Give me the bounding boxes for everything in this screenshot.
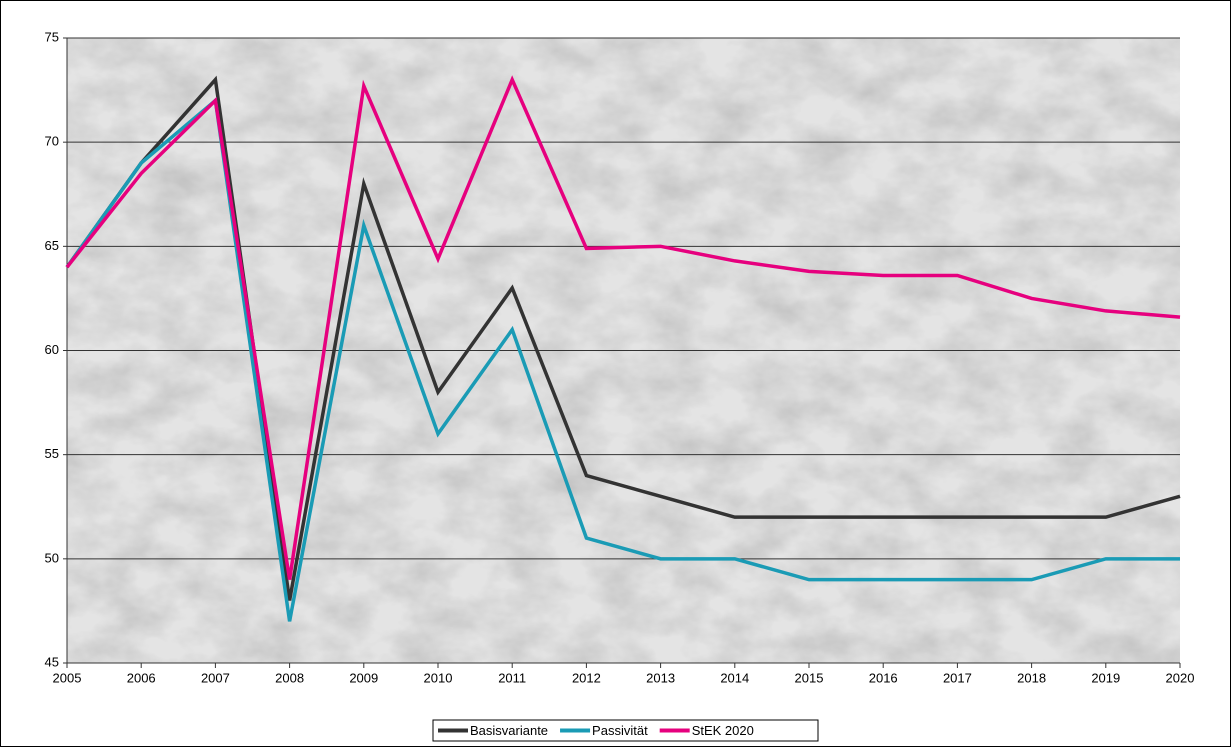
y-tick-label: 75 (45, 29, 59, 44)
x-tick-label: 2012 (572, 670, 601, 685)
x-tick-label: 2018 (1017, 670, 1046, 685)
x-tick-label: 2007 (201, 670, 230, 685)
y-tick-label: 50 (45, 550, 59, 565)
y-tick-label: 55 (45, 446, 59, 461)
y-tick-label: 65 (45, 238, 59, 253)
x-tick-label: 2017 (943, 670, 972, 685)
legend-label: StEK 2020 (692, 723, 754, 738)
x-tick-label: 2013 (646, 670, 675, 685)
y-tick-label: 45 (45, 654, 59, 669)
x-tick-label: 2014 (720, 670, 749, 685)
y-tick-label: 60 (45, 342, 59, 357)
x-tick-label: 2019 (1091, 670, 1120, 685)
x-tick-label: 2006 (127, 670, 156, 685)
x-tick-label: 2015 (795, 670, 824, 685)
x-tick-label: 2010 (424, 670, 453, 685)
x-tick-label: 2009 (349, 670, 378, 685)
y-tick-label: 70 (45, 134, 59, 149)
x-tick-label: 2005 (53, 670, 82, 685)
x-tick-label: 2020 (1166, 670, 1195, 685)
legend-label: Basisvariante (470, 723, 548, 738)
legend-box (432, 719, 819, 742)
series-line (65, 97, 1180, 622)
x-tick-label: 2008 (275, 670, 304, 685)
series-line (65, 75, 1181, 580)
x-tick-label: 2011 (498, 670, 526, 685)
x-tick-label: 2016 (869, 670, 898, 685)
legend-label: Passivität (592, 723, 648, 738)
